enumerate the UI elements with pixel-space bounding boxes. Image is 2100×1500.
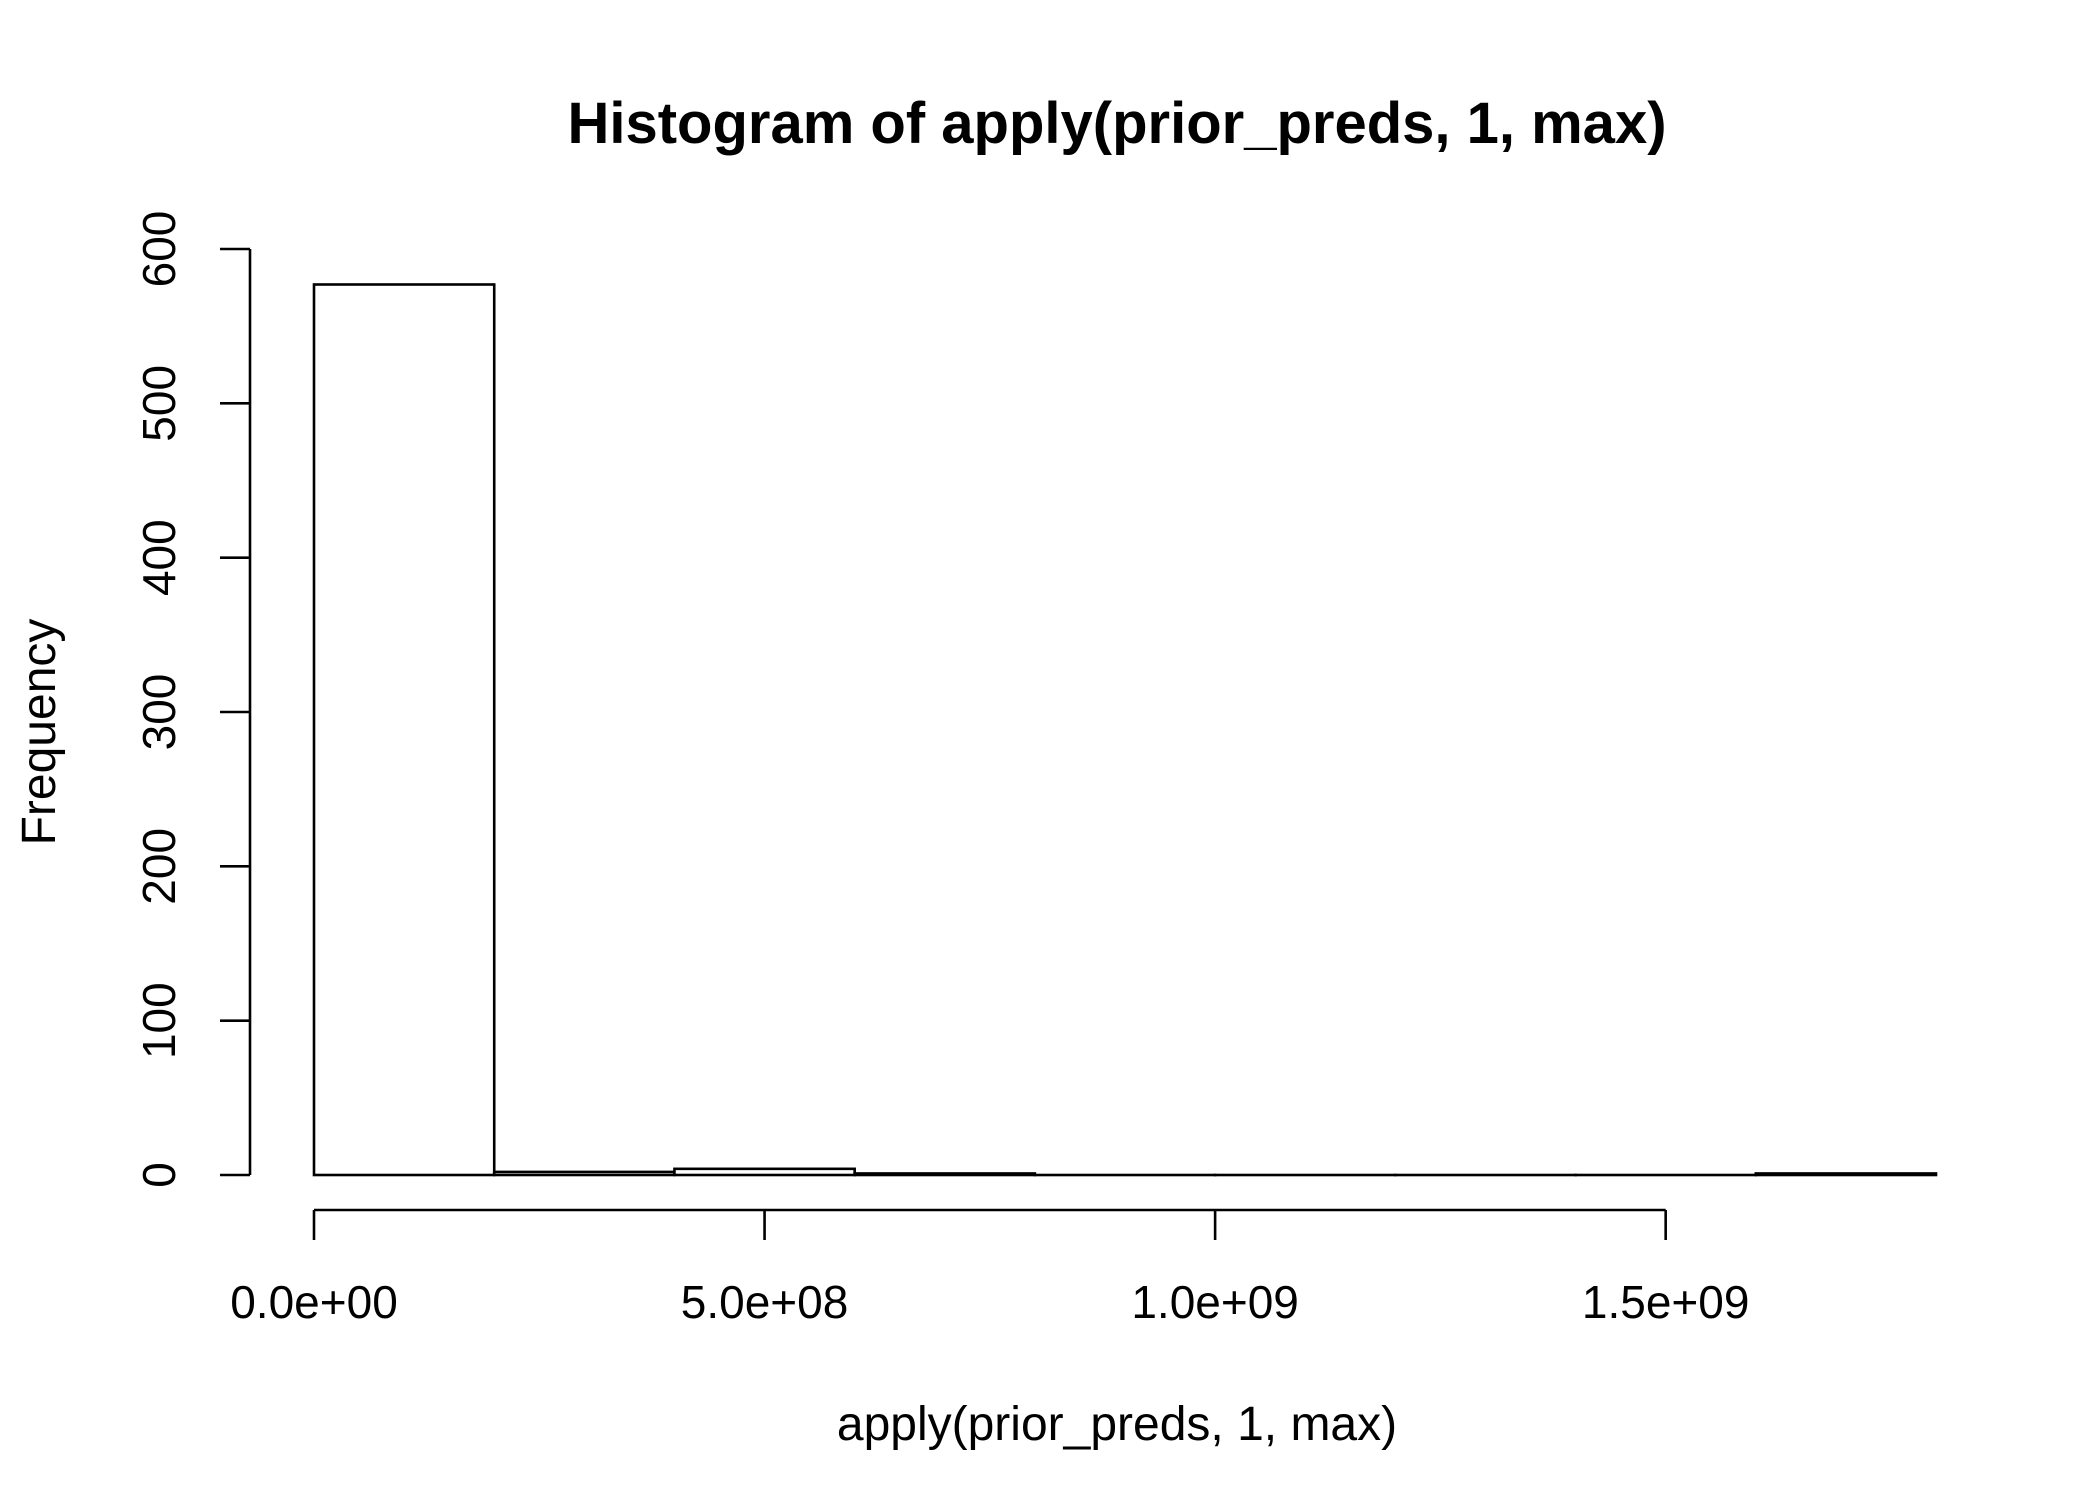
y-tick-label-5: 500	[133, 365, 185, 442]
histogram-bars	[312, 283, 1938, 1177]
x-tick-label-3: 1.5e+09	[1582, 1276, 1750, 1328]
y-tick-label-3: 300	[133, 674, 185, 751]
histogram-bar-0	[312, 283, 496, 1177]
x-tick-label-1: 5.0e+08	[681, 1276, 849, 1328]
y-tick-label-1: 100	[133, 982, 185, 1059]
histogram-bar-8	[1754, 1172, 1938, 1177]
histogram-bar-2	[673, 1167, 856, 1177]
x-axis-title: apply(prior_preds, 1, max)	[837, 1398, 1397, 1451]
y-tick-label-2: 200	[133, 828, 185, 905]
x-tick-label-0: 0.0e+00	[230, 1276, 398, 1328]
x-axis: 0.0e+00 5.0e+08 1.0e+09 1.5e+09	[230, 1208, 1750, 1328]
histogram-bar-3	[853, 1172, 1037, 1177]
histogram-bar-1	[492, 1170, 676, 1177]
x-tick-label-2: 1.0e+09	[1131, 1276, 1299, 1328]
y-axis: 0 100 200 300 400 500 600	[133, 211, 252, 1188]
y-tick-label-0: 0	[133, 1162, 185, 1188]
y-tick-label-6: 600	[133, 211, 185, 288]
y-tick-label-4: 400	[133, 519, 185, 596]
y-axis-title: Frequency	[13, 619, 66, 846]
chart-title: Histogram of apply(prior_preds, 1, max)	[567, 91, 1666, 156]
